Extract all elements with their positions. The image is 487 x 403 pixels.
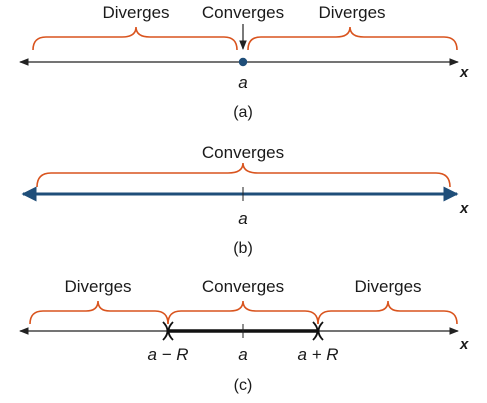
panel-c-center-brace xyxy=(167,300,319,325)
panel-b-label: Converges xyxy=(202,143,284,162)
panel-b-caption: (b) xyxy=(233,240,253,257)
panel-a-left-label: Diverges xyxy=(102,3,169,22)
panel-a-center-label: Converges xyxy=(202,3,284,22)
panel-c-left-label: Diverges xyxy=(64,277,131,296)
panel-b-center-tick-label: a xyxy=(238,209,247,228)
panel-a: Diverges Converges Diverges x a (a) xyxy=(19,3,469,121)
panel-a-center-point xyxy=(238,57,248,67)
panel-c-right-brace xyxy=(317,300,458,325)
panel-b: Converges x a (b) xyxy=(21,143,469,257)
panel-a-center-tick-label: a xyxy=(238,73,247,92)
panel-a-right-label: Diverges xyxy=(318,3,385,22)
panel-a-caption: (a) xyxy=(233,104,253,121)
panel-c-center-label: Converges xyxy=(202,277,284,296)
panel-c-left-tick-label: a − R xyxy=(147,345,188,364)
panel-b-axis-label: x xyxy=(459,200,469,217)
panel-a-left-brace xyxy=(32,26,238,51)
panel-c-right-tick-label: a + R xyxy=(297,345,338,364)
panel-c: Diverges Converges Diverges x a − R a a … xyxy=(19,277,469,394)
panel-c-caption: (c) xyxy=(234,377,253,394)
panel-c-left-brace xyxy=(29,300,169,325)
panel-b-brace xyxy=(36,162,451,188)
panel-c-right-label: Diverges xyxy=(354,277,421,296)
panel-c-right-endpoint xyxy=(312,321,324,341)
panel-a-axis-label: x xyxy=(459,64,469,81)
panel-c-axis-label: x xyxy=(459,336,469,353)
panel-c-center-tick-label: a xyxy=(238,345,247,364)
panel-a-right-brace xyxy=(247,26,458,51)
panel-c-left-endpoint xyxy=(162,321,174,341)
